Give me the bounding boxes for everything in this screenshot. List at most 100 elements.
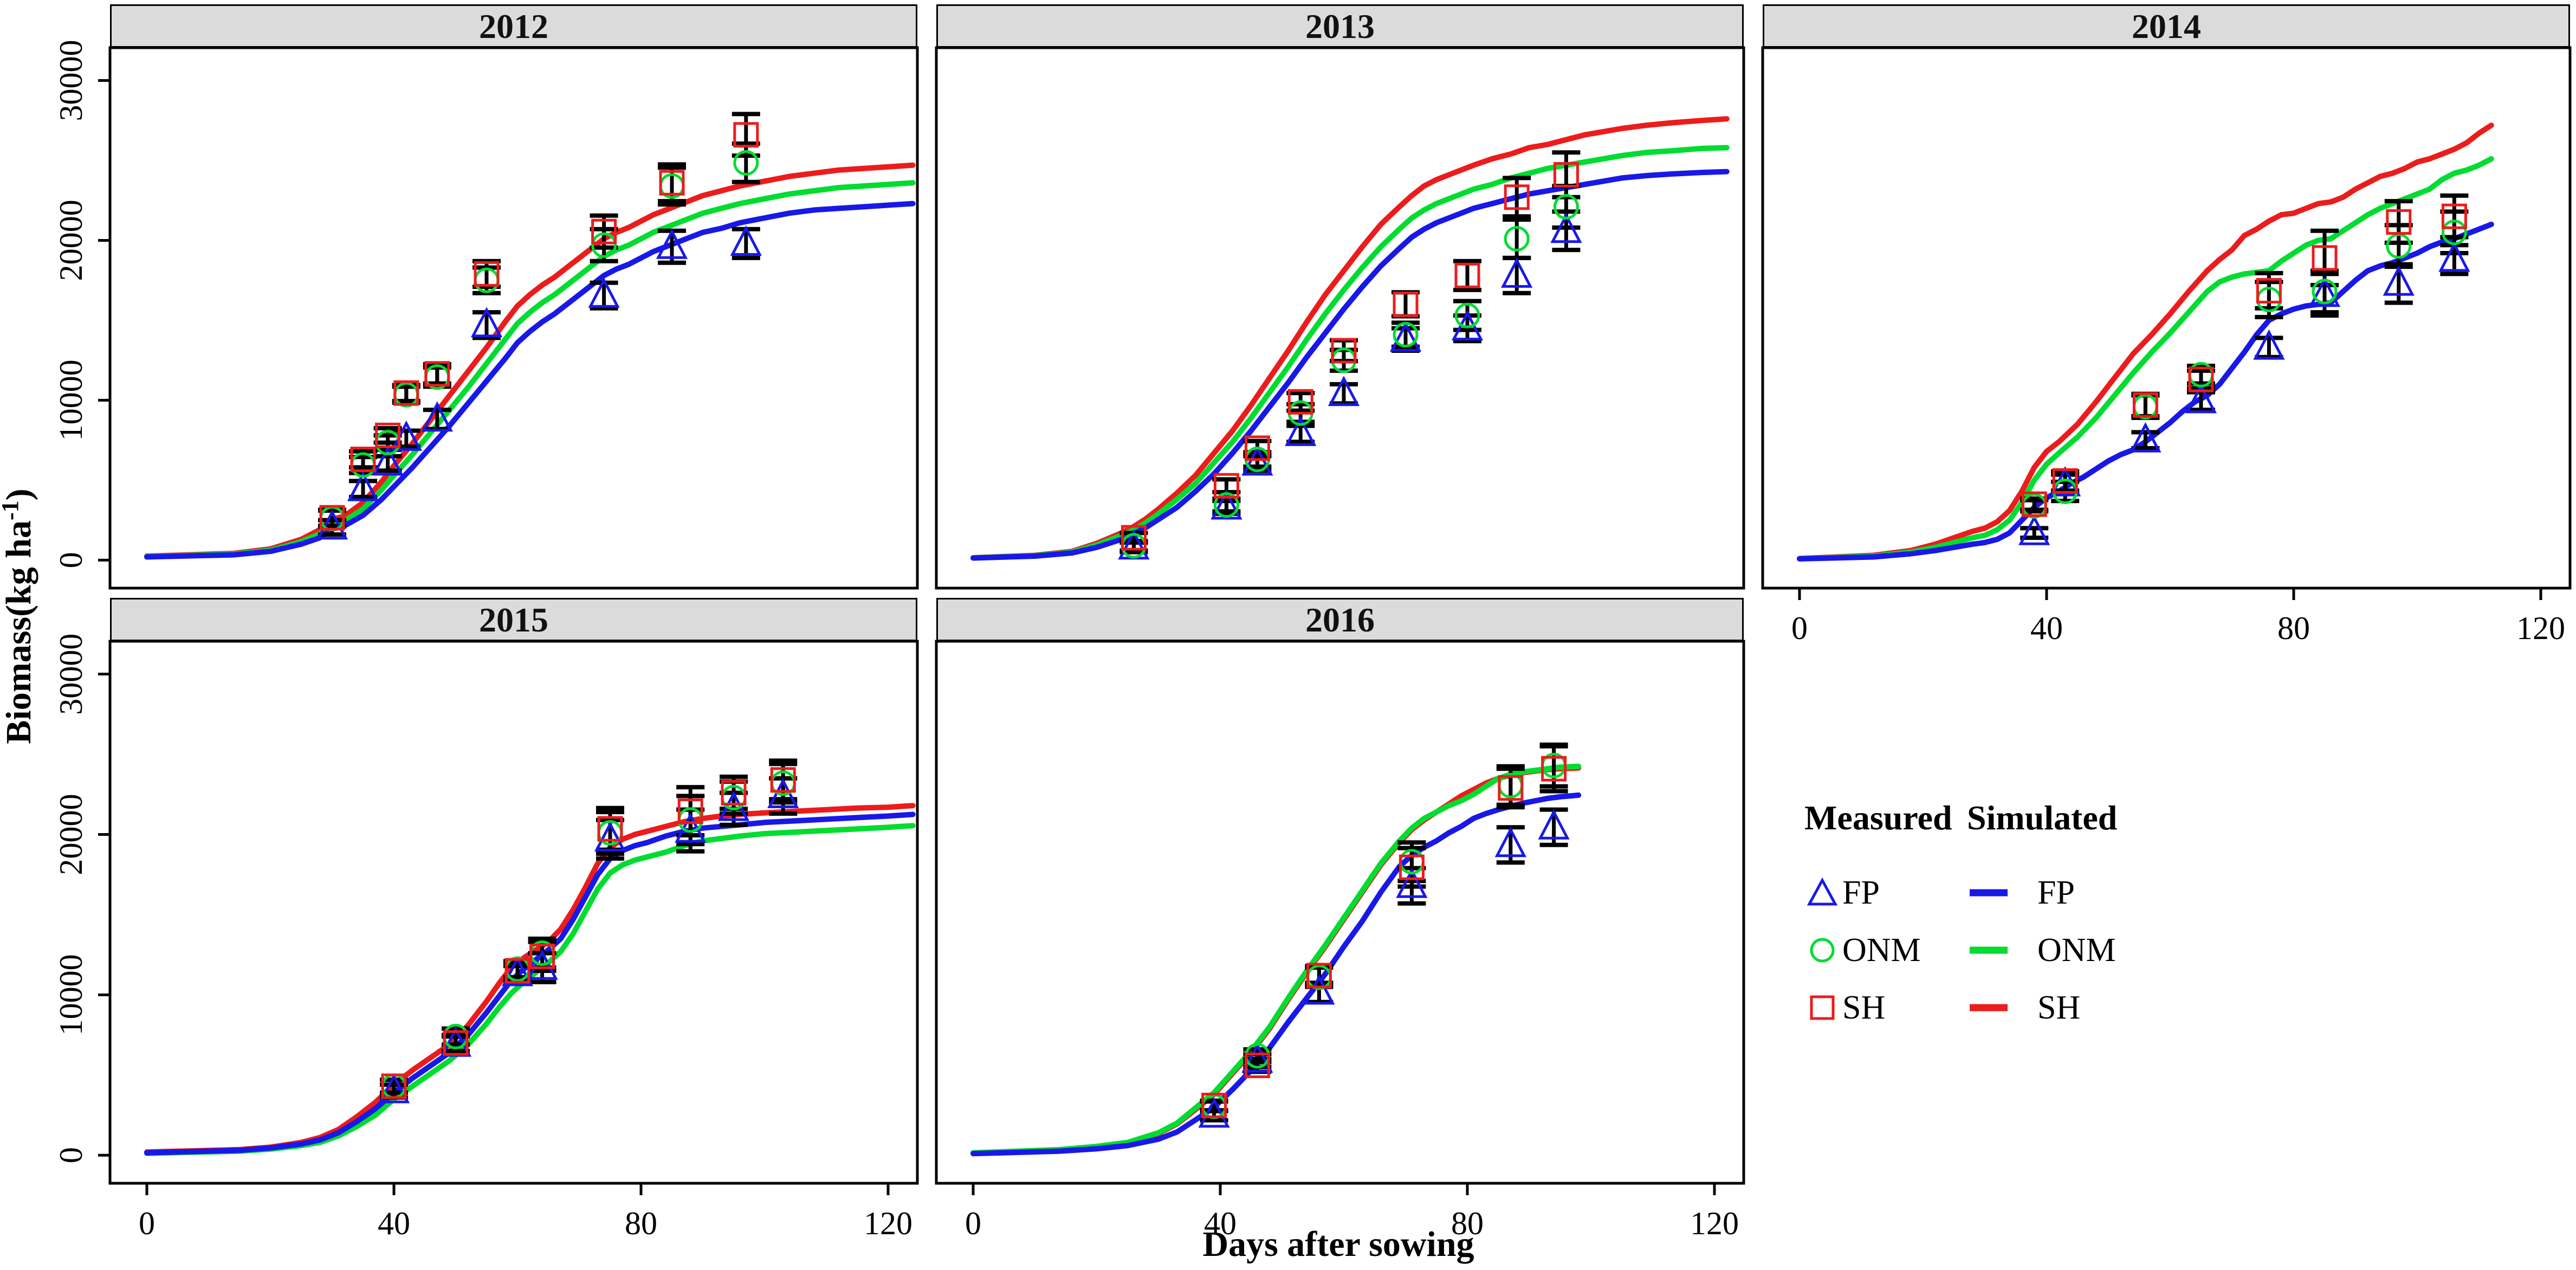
y-tick-label: 10000 (53, 359, 89, 441)
circle-marker-icon (2441, 220, 2467, 246)
square-marker-icon (529, 943, 555, 969)
legend-simulated-sh-label: SH (2037, 989, 2081, 1026)
triangle-marker-icon (372, 445, 404, 476)
square-marker-icon (2188, 366, 2214, 392)
x-tick-label: 80 (625, 1205, 657, 1241)
measured-markers-FP (378, 778, 799, 1104)
square-marker-icon (1287, 389, 1313, 415)
square-marker-icon (733, 122, 759, 148)
x-tick-label: 120 (1690, 1205, 1739, 1241)
x-tick-label: 120 (864, 1205, 912, 1241)
circle-marker-icon (2312, 279, 2338, 305)
square-marker-icon (1553, 162, 1579, 188)
simulated-line-FP (970, 792, 1582, 1157)
plot-border (1761, 46, 2572, 590)
simulated-line-FP (144, 201, 916, 560)
legend-simulated-onm-label: ONM (2037, 931, 2116, 969)
chart-canvas-2015: 0 40 80 120 0 10000 20000 30000 (53, 634, 919, 1241)
square-marker-icon (1331, 338, 1357, 364)
triangle-marker-icon (1285, 415, 1317, 446)
triangle-marker-icon (421, 401, 453, 432)
measured-markers-SH (2021, 203, 2467, 517)
x-tick-label: 40 (1204, 1205, 1237, 1241)
simulated-line-ONM (970, 763, 1582, 1156)
legend-measured-onm-label: ONM (1842, 931, 1921, 969)
y-tick-label: 20000 (53, 199, 89, 281)
square-marker-icon (2132, 392, 2158, 418)
circle-marker-icon (733, 150, 759, 176)
square-marker-icon (504, 958, 530, 984)
triangle-marker-icon (1396, 867, 1428, 898)
y-tick-label: 20000 (53, 794, 89, 875)
triangle-marker-icon (1494, 827, 1526, 858)
plot-border (108, 46, 919, 590)
x-tick-label: 80 (1451, 1205, 1484, 1241)
square-marker-icon (393, 380, 419, 406)
legend-measured-header: Measured (1804, 798, 1952, 837)
y-tick-label: 30000 (53, 634, 89, 715)
triangle-marker-icon (588, 277, 620, 308)
y-axis-superscript: -1 (0, 500, 23, 521)
square-marker-icon (770, 767, 796, 793)
circle-marker-icon (1454, 302, 1480, 328)
circle-marker-icon (1553, 194, 1579, 220)
square-marker-icon (2312, 245, 2338, 271)
y-tick-label: 10000 (53, 954, 89, 1035)
square-marker-icon (677, 798, 703, 824)
triangle-marker-icon (316, 509, 348, 540)
x-tick-label: 0 (965, 1205, 981, 1241)
legend-item-onm: ONM ONM (1804, 921, 2140, 979)
triangle-marker-icon (730, 225, 762, 256)
square-marker-icon (1454, 262, 1480, 288)
square-marker-icon (2021, 491, 2047, 517)
simulated-line-SH (144, 162, 916, 559)
sh-line-icon (1970, 1004, 2008, 1011)
panel-strip-2014: 2014 (1763, 4, 2570, 48)
square-marker-icon (2386, 209, 2412, 235)
triangle-marker-icon (1328, 376, 1360, 407)
legend-item-fp: FP FP (1804, 864, 2140, 921)
square-marker-icon (1244, 435, 1270, 461)
triangle-marker-icon (2308, 276, 2341, 307)
square-marker-icon (1504, 184, 1530, 210)
square-marker-icon (591, 218, 617, 244)
triangle-marker-icon (1501, 257, 1533, 288)
square-marker-icon (1498, 775, 1524, 801)
square-marker-icon (381, 1073, 407, 1099)
measured-markers-SH (319, 122, 759, 531)
square-marker-icon (2256, 278, 2282, 304)
x-tick-label: 0 (1791, 610, 1808, 646)
chart-canvas-2016: 0 40 80 120 (935, 640, 1745, 1241)
simulated-line-FP (970, 169, 1730, 561)
triangle-marker-icon (1807, 877, 1838, 906)
legend: Measured Simulated FP FP ONM ONM SH SH (1804, 798, 2140, 1036)
square-marker-icon (1810, 995, 1835, 1020)
square-marker-icon (1213, 473, 1239, 499)
circle-marker-icon (1213, 492, 1239, 518)
simulated-line-ONM (970, 145, 1730, 561)
square-marker-icon (1393, 291, 1419, 317)
x-tick-label: 40 (2030, 610, 2063, 646)
measured-series-FP (2020, 243, 2469, 540)
fp-line-icon (1970, 889, 2008, 897)
x-tick-label: 80 (2277, 610, 2310, 646)
onm-line-icon (1970, 946, 2008, 954)
square-marker-icon (319, 505, 345, 531)
square-marker-icon (443, 1030, 469, 1056)
legend-item-sh: SH SH (1804, 979, 2140, 1036)
y-tick-label: 0 (53, 552, 89, 568)
plot-border (935, 46, 1745, 590)
panel-strip-2015: 2015 (110, 598, 917, 641)
triangle-marker-icon (2130, 422, 2161, 453)
square-marker-icon (2441, 203, 2467, 229)
triangle-marker-icon (2253, 329, 2285, 360)
simulated-line-ONM (144, 823, 916, 1156)
x-tick-label: 120 (2516, 610, 2565, 646)
square-marker-icon (1201, 1093, 1227, 1119)
square-marker-icon (1121, 525, 1147, 551)
measured-series-SH (318, 112, 760, 528)
square-marker-icon (1399, 854, 1425, 880)
measured-markers-SH (1201, 756, 1567, 1119)
chart-canvas-2014: 0 40 80 120 (1761, 46, 2572, 646)
triangle-marker-icon (2383, 265, 2415, 296)
